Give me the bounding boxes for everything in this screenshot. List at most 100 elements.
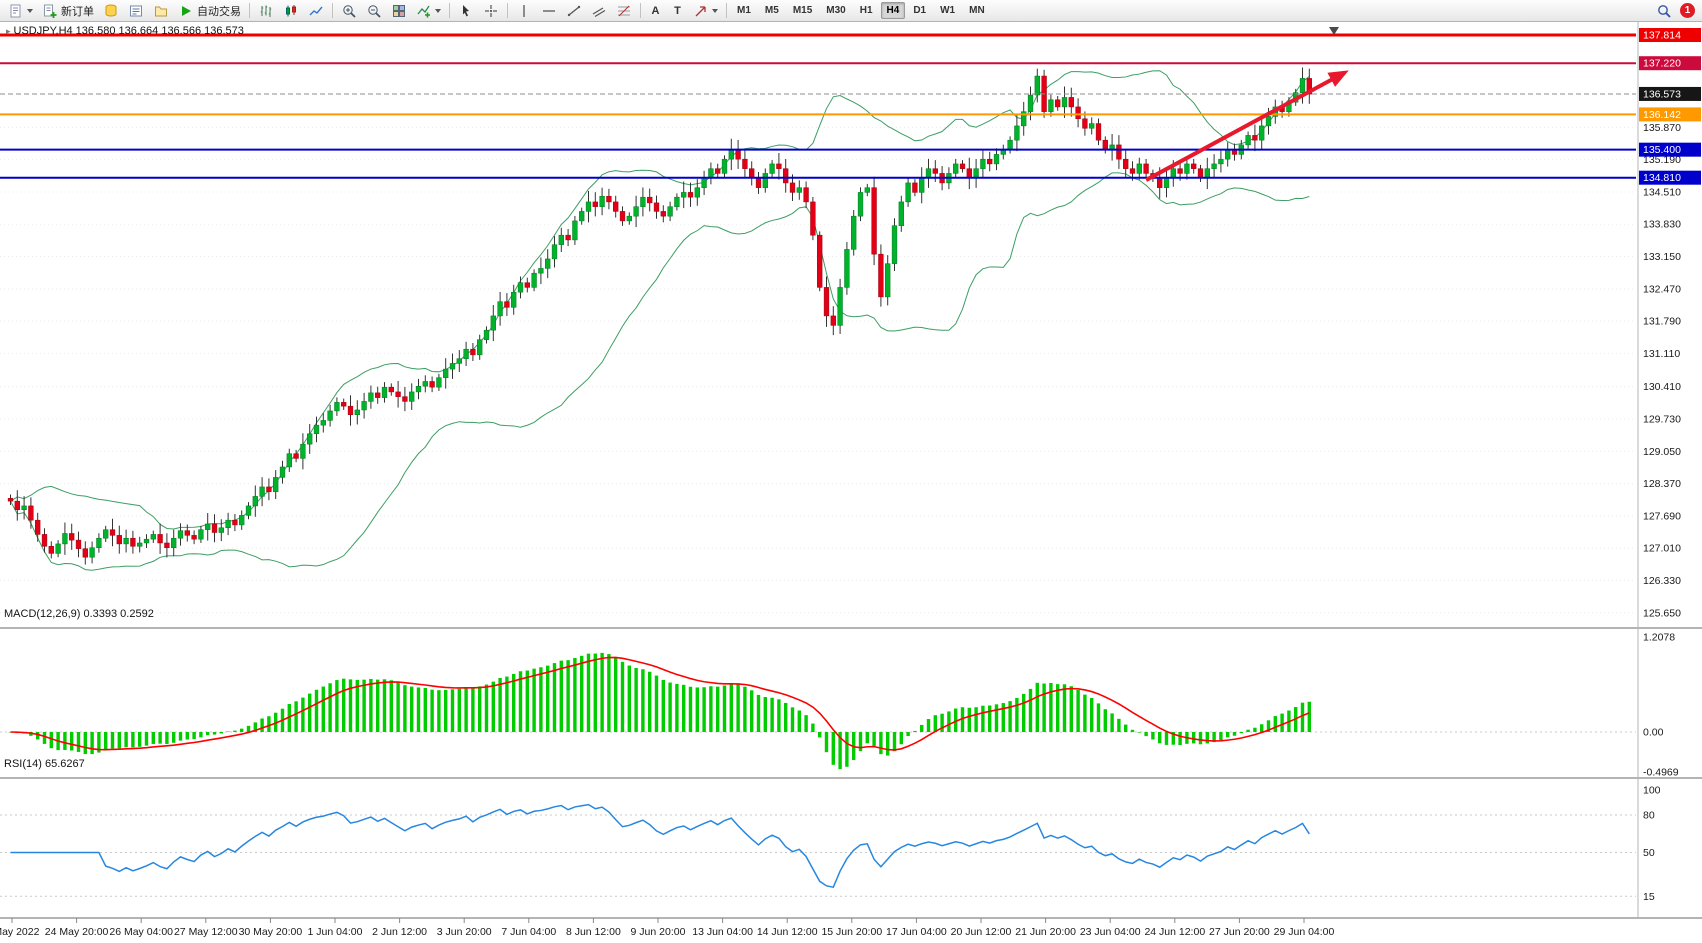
toolbar-separator — [449, 3, 450, 18]
new-chart-button[interactable] — [4, 1, 37, 20]
navigator-button[interactable] — [149, 1, 173, 20]
svg-text:127.010: 127.010 — [1643, 543, 1681, 555]
arrow-tool-button[interactable] — [689, 1, 722, 20]
chart-area[interactable]: 135.870 135.190 134.510 133.830 133.150 132.4… — [0, 22, 1702, 943]
svg-text:100: 100 — [1643, 785, 1661, 797]
svg-text:80: 80 — [1643, 810, 1655, 822]
svg-text:8 Jun 12:00: 8 Jun 12:00 — [566, 926, 621, 938]
macd-name: MACD(12,26,9) — [4, 608, 81, 620]
price-axis[interactable]: 135.870 135.190 134.510 133.830 133.150 132.4… — [1643, 122, 1681, 903]
timeframe-m5[interactable]: M5 — [764, 5, 779, 16]
svg-text:137.220: 137.220 — [1643, 58, 1681, 70]
zoom-out-button[interactable] — [362, 1, 386, 20]
chart-bars-button[interactable] — [254, 1, 278, 20]
vertical-line-tool-button[interactable] — [512, 1, 536, 20]
market-watch-button[interactable] — [124, 1, 148, 20]
chart-canvas[interactable]: 135.870 135.190 134.510 133.830 133.150 132.4… — [0, 22, 1702, 943]
svg-text:29 Jun 04:00: 29 Jun 04:00 — [1274, 926, 1335, 938]
horizontal-line-tool-button[interactable] — [537, 1, 561, 20]
notification-badge[interactable]: 1 — [1680, 3, 1695, 18]
panel-separators — [0, 22, 1702, 919]
svg-text:15: 15 — [1643, 891, 1655, 903]
indicators-icon — [417, 5, 430, 17]
rsi-value: 65.6267 — [44, 758, 85, 770]
timeframe-h1[interactable]: H1 — [859, 5, 873, 16]
timeframe-m1[interactable]: M1 — [737, 5, 751, 16]
text-tool-button[interactable]: A — [645, 1, 666, 20]
svg-text:131.790: 131.790 — [1643, 316, 1681, 328]
tile-windows-icon — [393, 4, 405, 17]
indicators-button[interactable] — [412, 1, 445, 20]
timeframe-w1[interactable]: W1 — [940, 5, 956, 16]
fibonacci-tool-button[interactable] — [612, 1, 636, 20]
svg-text:135.400: 135.400 — [1643, 144, 1681, 156]
svg-text:134.510: 134.510 — [1643, 186, 1681, 198]
chevron-down-icon — [27, 9, 33, 16]
cursor-button[interactable] — [454, 1, 478, 20]
svg-text:0.00: 0.00 — [1643, 727, 1664, 739]
horizontal-lines[interactable] — [0, 33, 1636, 179]
svg-text:14 Jun 12:00: 14 Jun 12:00 — [757, 926, 818, 938]
toolbar-separator — [507, 3, 508, 18]
history-center-icon — [105, 4, 117, 17]
rsi-name: RSI(14) — [4, 758, 42, 770]
arrow-tool-icon — [695, 5, 706, 16]
svg-text:2 Jun 12:00: 2 Jun 12:00 — [372, 926, 427, 938]
notification-count: 1 — [1684, 5, 1691, 16]
history-center-button[interactable] — [99, 1, 123, 20]
trend-arrow[interactable] — [1145, 70, 1349, 182]
svg-text:3 Jun 20:00: 3 Jun 20:00 — [437, 926, 492, 938]
svg-text:9 Jun 20:00: 9 Jun 20:00 — [631, 926, 686, 938]
timeframe-m15[interactable]: M15 — [792, 5, 813, 16]
timeframe-h4[interactable]: H4 — [880, 2, 906, 19]
chevron-down-icon — [712, 9, 718, 16]
zoom-in-button[interactable] — [337, 1, 361, 20]
svg-text:21 Jun 20:00: 21 Jun 20:00 — [1015, 926, 1076, 938]
timeframe-d1[interactable]: D1 — [913, 5, 927, 16]
svg-text:17 Jun 04:00: 17 Jun 04:00 — [886, 926, 947, 938]
chart-candles-button[interactable] — [279, 1, 303, 20]
chart-candles-icon — [286, 4, 296, 16]
channel-tool-button[interactable] — [587, 1, 611, 20]
svg-text:133.150: 133.150 — [1643, 251, 1681, 263]
trendline-icon — [567, 5, 581, 16]
trendline-tool-button[interactable] — [562, 1, 586, 20]
collapse-arrow-icon[interactable]: ▸ — [6, 26, 11, 36]
svg-text:135.190: 135.190 — [1643, 154, 1681, 166]
timeframe-mn[interactable]: MN — [969, 5, 985, 16]
text-tool-icon: A — [651, 4, 660, 17]
zoom-out-icon — [368, 4, 381, 18]
new-chart-icon — [10, 4, 21, 17]
autotrade-button[interactable]: 自动交易 — [174, 1, 245, 20]
toolbar-separator — [249, 3, 250, 18]
crosshair-button[interactable] — [479, 1, 503, 20]
toolbar-separator — [726, 3, 727, 18]
timeframe-group: M1 M5 M15 M30 H1 H4 D1 W1 MN — [731, 2, 991, 19]
svg-text:1 Jun 04:00: 1 Jun 04:00 — [308, 926, 363, 938]
chart-shift-marker[interactable] — [1329, 27, 1339, 35]
chart-bars-icon — [260, 5, 272, 17]
new-order-button[interactable]: 新订单 — [38, 1, 98, 20]
svg-text:1.2078: 1.2078 — [1643, 632, 1675, 644]
chart-line-button[interactable] — [304, 1, 328, 20]
autotrade-play-icon — [182, 5, 191, 16]
label-tool-button[interactable]: T — [667, 1, 688, 20]
svg-text:135.870: 135.870 — [1643, 122, 1681, 134]
svg-text:128.370: 128.370 — [1643, 478, 1681, 490]
search-button[interactable] — [1652, 1, 1676, 20]
label-tool-icon: T — [674, 4, 681, 17]
fibonacci-icon — [618, 5, 630, 16]
channel-icon — [592, 6, 606, 17]
timeframe-m30[interactable]: M30 — [826, 5, 846, 16]
market-watch-icon — [130, 5, 142, 16]
svg-text:3 May 2022: 3 May 2022 — [0, 926, 40, 938]
price-axis-badges: 137.814 137.220 136.142 135.400 134.810 136.5… — [1639, 28, 1701, 185]
chart-line-icon — [309, 6, 323, 15]
svg-text:20 Jun 12:00: 20 Jun 12:00 — [951, 926, 1012, 938]
crosshair-icon — [485, 4, 497, 17]
candles — [7, 67, 1312, 565]
tile-windows-button[interactable] — [387, 1, 411, 20]
svg-text:27 May 12:00: 27 May 12:00 — [174, 926, 238, 938]
toolbar: 新订单 自动交易 — [0, 0, 1702, 22]
